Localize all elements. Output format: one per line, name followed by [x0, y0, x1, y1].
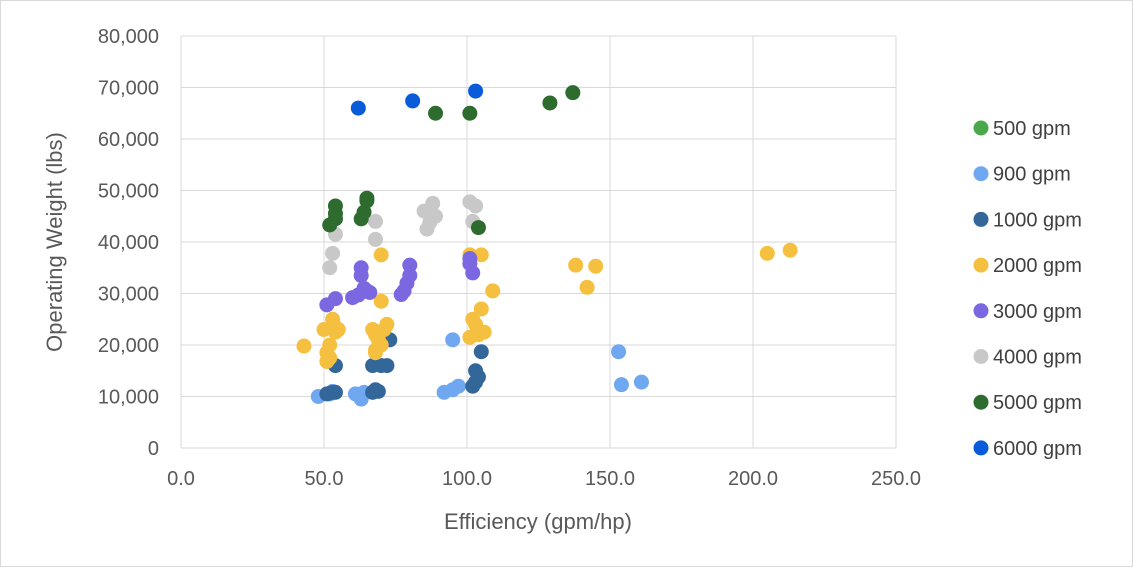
data-point-3000-gpm	[402, 267, 418, 283]
data-point-2000-gpm	[579, 279, 595, 295]
data-point-2000-gpm	[367, 345, 383, 361]
data-point-4000-gpm	[325, 245, 341, 261]
data-point-900-gpm	[613, 377, 629, 393]
data-point-2000-gpm	[485, 283, 501, 299]
data-point-5000-gpm	[565, 85, 581, 101]
x-tick-label: 150.0	[585, 468, 635, 490]
legend-marker-1000-gpm	[973, 211, 989, 227]
data-point-2000-gpm	[473, 247, 489, 263]
legend-marker-4000-gpm	[973, 349, 989, 364]
data-point-900-gpm	[445, 332, 461, 348]
data-point-6000-gpm	[405, 93, 421, 109]
x-tick-label: 250.0	[871, 468, 921, 490]
data-point-2000-gpm	[319, 353, 335, 369]
legend-label-2000-gpm: 2000 gpm	[993, 255, 1082, 277]
data-point-2000-gpm	[782, 242, 798, 258]
data-point-2000-gpm	[322, 337, 338, 353]
y-tick-label: 30,000	[98, 284, 159, 306]
data-point-4000-gpm	[367, 213, 383, 229]
y-tick-label: 60,000	[98, 129, 159, 151]
x-tick-label: 0.0	[167, 468, 195, 490]
legend: 500 gpm 900 gpm 1000 gpm 2000 gpm 3000 gpm 40…	[973, 118, 1082, 460]
data-point-4000-gpm	[428, 208, 444, 224]
data-point-2000-gpm	[759, 245, 775, 261]
y-tick-label: 70,000	[98, 78, 159, 100]
data-point-5000-gpm	[356, 204, 372, 220]
data-point-900-gpm	[633, 374, 649, 390]
x-tick-label: 200.0	[728, 468, 778, 490]
data-point-5000-gpm	[462, 105, 478, 121]
data-point-5000-gpm	[327, 198, 343, 214]
data-point-1000-gpm	[370, 383, 386, 399]
data-point-5000-gpm	[359, 190, 375, 206]
y-tick-label: 80,000	[98, 26, 159, 48]
x-tick-label: 50.0	[305, 468, 344, 490]
data-point-1000-gpm	[379, 358, 395, 374]
data-points	[296, 83, 798, 407]
legend-marker-3000-gpm	[973, 303, 989, 319]
x-axis-title: Efficiency (gpm/hp)	[444, 509, 632, 534]
y-axis-title: Operating Weight (lbs)	[42, 132, 67, 352]
data-point-1000-gpm	[473, 344, 489, 360]
legend-marker-2000-gpm	[973, 257, 989, 273]
data-point-2000-gpm	[373, 247, 389, 263]
data-point-2000-gpm	[330, 322, 346, 338]
data-point-1000-gpm	[470, 369, 486, 385]
data-point-5000-gpm	[470, 220, 486, 236]
data-point-3000-gpm	[353, 267, 369, 283]
legend-marker-900-gpm	[973, 166, 989, 182]
y-tick-label: 50,000	[98, 181, 159, 203]
gridlines	[180, 35, 897, 449]
y-tick-label: 40,000	[98, 232, 159, 254]
data-point-6000-gpm	[468, 83, 484, 99]
data-point-1000-gpm	[327, 384, 343, 400]
legend-label-3000-gpm: 3000 gpm	[993, 301, 1082, 323]
data-point-6000-gpm	[350, 100, 366, 116]
data-point-2000-gpm	[476, 324, 492, 340]
data-point-2000-gpm	[379, 316, 395, 332]
data-point-2000-gpm	[588, 258, 604, 274]
legend-label-6000-gpm: 6000 gpm	[993, 438, 1082, 460]
legend-marker-500-gpm	[973, 120, 989, 136]
data-point-2000-gpm	[473, 301, 489, 317]
data-point-2000-gpm	[568, 257, 584, 273]
x-tick-label: 100.0	[442, 468, 492, 490]
data-point-4000-gpm	[367, 231, 383, 247]
data-point-2000-gpm	[373, 293, 389, 309]
data-point-4000-gpm	[468, 198, 484, 214]
data-point-2000-gpm	[296, 338, 312, 354]
data-point-4000-gpm	[425, 195, 441, 211]
data-point-3000-gpm	[327, 291, 343, 307]
legend-label-5000-gpm: 5000 gpm	[993, 392, 1082, 414]
data-point-900-gpm	[611, 344, 627, 360]
legend-label-4000-gpm: 4000 gpm	[993, 347, 1082, 369]
y-tick-label: 0	[148, 438, 159, 460]
data-point-5000-gpm	[542, 95, 558, 111]
legend-label-1000-gpm: 1000 gpm	[993, 209, 1082, 231]
data-point-3000-gpm	[362, 284, 378, 300]
data-point-900-gpm	[450, 378, 466, 394]
data-point-3000-gpm	[462, 250, 478, 266]
legend-label-900-gpm: 900 gpm	[993, 164, 1071, 186]
tick-labels: 0 10,000 20,000 30,000 40,000 50,000 60,000 70,…	[98, 26, 921, 490]
data-point-5000-gpm	[428, 105, 444, 121]
legend-marker-6000-gpm	[973, 440, 989, 456]
y-tick-label: 10,000	[98, 387, 159, 409]
legend-label-500-gpm: 500 gpm	[993, 118, 1071, 140]
y-tick-label: 20,000	[98, 335, 159, 357]
data-point-3000-gpm	[465, 265, 481, 281]
legend-marker-5000-gpm	[973, 394, 989, 410]
data-point-3000-gpm	[402, 257, 418, 273]
data-point-4000-gpm	[322, 260, 338, 276]
